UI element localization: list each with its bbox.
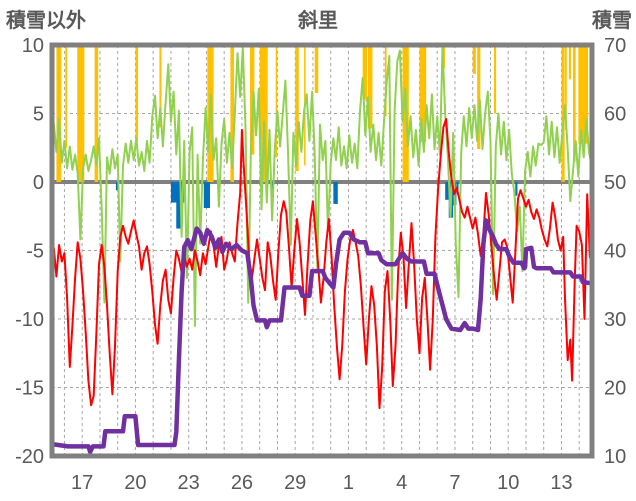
left-axis-tick-labels: 10 5 0 -5 -10 -15 -20 [15,35,44,468]
y-axis-tick-label: 5 [33,104,44,126]
y-axis-tick-label: 70 [604,35,626,57]
x-axis-tick-label: 1 [343,472,354,494]
orange-bar [77,45,85,182]
orange-bar [135,45,139,141]
orange-bar [314,45,319,93]
y-axis-tick-label: 0 [33,172,44,194]
orange-bar [159,45,162,128]
y-axis-tick-label: -10 [15,309,44,331]
x-axis-tick-label: 26 [231,472,253,494]
blue-bar [176,182,182,229]
orange-bar [367,45,373,129]
y-axis-tick-label: -5 [26,241,44,263]
grid-lines [52,45,592,456]
x-axis-tick-label: 7 [449,472,460,494]
blue-bar [515,182,518,196]
y-axis-tick-label: 60 [604,104,626,126]
y-axis-tick-label: 40 [604,241,626,263]
chart-title: 斜里 [298,10,338,32]
y-axis-tick-label: 30 [604,309,626,331]
y-axis-tick-label: 20 [604,378,626,400]
orange-bar [230,45,234,182]
orange-bar [568,45,572,80]
orange-bar [472,45,476,74]
orange-bar [578,45,589,144]
x-axis-tick-label: 4 [396,472,407,494]
orange-bar [477,45,481,150]
orange-bar [384,45,387,117]
x-axis-tick-label: 29 [284,472,306,494]
blue-bar [333,182,338,204]
plot-frame [49,42,595,459]
orange-bar [56,45,62,182]
orange-bar [295,45,299,172]
left-axis-title: 積雪以外 [6,10,86,32]
right-axis-title: 積雪 [592,10,632,32]
right-axis-tick-labels: 70 60 50 40 30 20 10 [604,35,626,468]
orange-bar [259,45,268,182]
y-axis-tick-label: 10 [604,446,626,468]
blue-bar [203,182,210,209]
orange-bar [65,45,68,148]
blue-bar [115,182,118,191]
x-axis-tick-label: 13 [550,472,572,494]
series-layer [52,45,592,455]
x-axis-tick-labels: 17 20 23 26 29 1 4 7 10 13 [71,472,573,494]
blue-bar [445,182,449,200]
x-axis-tick-label: 20 [124,472,146,494]
orange-bar [494,45,497,114]
x-axis-tick-label: 17 [71,472,93,494]
green-line [52,46,592,327]
purple-line [52,218,592,455]
orange-bar [443,45,445,69]
orange-bar [565,45,567,130]
orange-bar [94,45,99,182]
x-axis-tick-label: 23 [178,472,200,494]
y-axis-tick-label: 10 [22,35,44,57]
orange-bar [419,45,427,143]
orange-bar [362,45,368,100]
purple-line-path [52,218,592,455]
orange-bar [275,45,278,158]
orange-bar [561,45,565,182]
green-line-path [52,46,592,327]
orange-bar [573,45,576,162]
y-axis-tick-label: -20 [15,446,44,468]
x-axis-tick-label: 10 [497,472,519,494]
y-axis-tick-label: -15 [15,378,44,400]
y-axis-tick-label: 50 [604,172,626,194]
